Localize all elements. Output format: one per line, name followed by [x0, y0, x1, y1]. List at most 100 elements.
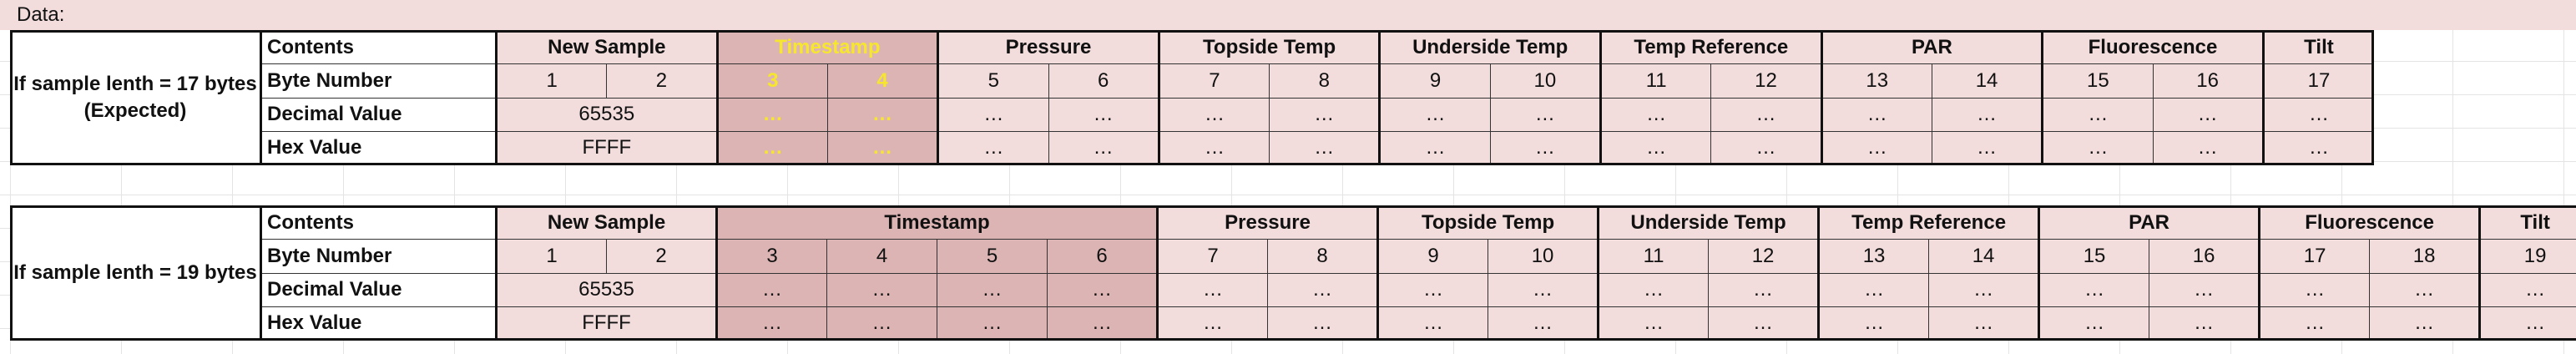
table19-case-label: If sample lenth = 19 bytes [10, 205, 262, 341]
byte-number-cell: 6 [1048, 63, 1159, 99]
field-temp-reference: Temp Reference [1817, 205, 2040, 240]
hex-value-cell: … [2041, 130, 2154, 166]
hex-value-cell: … [1708, 306, 1820, 341]
decimal-value-cell: … [937, 97, 1049, 132]
table19-row-byte-number: Byte Number 1 2 3 4 5 6 7 8 9 10 11 12 13 14 15 16 17 18 19 [11, 239, 2576, 274]
row-label-contents: Contents [260, 29, 497, 65]
decimal-value-cell: … [1488, 272, 1599, 307]
byte-number-cell: 13 [1820, 63, 1932, 99]
decimal-value-cell: 65535 [494, 272, 718, 307]
byte-number-cell: 16 [2152, 63, 2264, 99]
decimal-value-cell: … [1710, 97, 1822, 132]
table17-row-contents: If sample lenth = 17 bytes (Expected) Con… [10, 29, 2375, 165]
decimal-value-cell: … [2041, 97, 2154, 132]
byte-number-cell: 1 [494, 63, 608, 99]
sheet-header-strip [0, 0, 2576, 30]
table17-row-hex-value: Hex Value FFFF……………………………………… [11, 130, 2375, 166]
byte-number-cell: 18 [2369, 239, 2481, 274]
hex-value-cell: … [1820, 130, 1932, 166]
hex-value-cell: … [1489, 130, 1602, 166]
hex-value-cell: … [715, 306, 828, 341]
decimal-value-cell: … [1157, 97, 1270, 132]
hex-value-cell: … [1710, 130, 1822, 166]
hex-value-cell: … [1157, 130, 1270, 166]
decimal-value-cell: … [1820, 97, 1932, 132]
byte-number-cell: 7 [1157, 63, 1270, 99]
byte-number-cell: 11 [1599, 63, 1712, 99]
field-pressure: Pressure [937, 29, 1159, 65]
byte-number-cell: 4 [826, 239, 938, 274]
byte-number-cell: 5 [937, 239, 1048, 274]
decimal-value-cell: … [1708, 272, 1820, 307]
byte-number-cell: 15 [2041, 63, 2154, 99]
byte-number-cell: 5 [937, 63, 1049, 99]
decimal-value-cell: … [1928, 272, 2040, 307]
hex-value-cell: … [1267, 306, 1379, 341]
decimal-value-cell: … [715, 97, 828, 132]
decimal-value-cell: … [1156, 272, 1269, 307]
byte-number-cell: 16 [2149, 239, 2260, 274]
table19-row-contents: If sample lenth = 19 bytes Contents New Sa… [10, 205, 2576, 341]
byte-number-cell: 10 [1489, 63, 1602, 99]
hex-value-cell: … [1047, 306, 1159, 341]
field-pressure: Pressure [1156, 205, 1379, 240]
hex-value-cell: … [1378, 130, 1491, 166]
decimal-value-cell: … [1599, 97, 1712, 132]
hex-value-cell: … [937, 130, 1049, 166]
field-timestamp: Timestamp [715, 29, 939, 65]
hex-value-cell: … [1156, 306, 1269, 341]
decimal-value-cell: … [2258, 272, 2371, 307]
hex-value-cell: … [2038, 306, 2150, 341]
decimal-value-cell: … [1267, 272, 1379, 307]
decimal-value-cell: … [937, 272, 1048, 307]
field-tilt: Tilt [2261, 29, 2375, 65]
row-label-decimal-value: Decimal Value [260, 272, 497, 307]
hex-value-cell: FFFF [495, 130, 718, 166]
field-par: PAR [1820, 29, 2043, 65]
field-topside-temp: Topside Temp [1376, 205, 1599, 240]
hex-value-cell: … [1817, 306, 1930, 341]
decimal-value-cell: … [715, 272, 828, 307]
decimal-value-cell: … [2261, 97, 2375, 132]
byte-number-cell: 14 [1931, 63, 2043, 99]
field-underside-temp: Underside Temp [1597, 205, 1820, 240]
table-17-bytes: If sample lenth = 17 bytes (Expected) Con… [10, 29, 2375, 166]
decimal-value-cell: … [1047, 272, 1159, 307]
byte-number-cell: 9 [1378, 63, 1491, 99]
hex-value-cell: … [1269, 130, 1381, 166]
decimal-value-cell: … [2152, 97, 2264, 132]
row-label-hex-value: Hex Value [260, 130, 497, 166]
hex-value-cell: FFFF [494, 306, 718, 341]
field-timestamp: Timestamp [715, 205, 1159, 240]
hex-value-cell: … [826, 306, 938, 341]
byte-number-cell: 3 [715, 63, 828, 99]
decimal-value-cell: … [2369, 272, 2481, 307]
row-label-contents: Contents [260, 205, 497, 240]
byte-number-cell: 10 [1488, 239, 1599, 274]
byte-number-cell: 17 [2258, 239, 2371, 274]
decimal-value-cell: … [1378, 97, 1491, 132]
decimal-value-cell: … [1597, 272, 1710, 307]
field-underside-temp: Underside Temp [1378, 29, 1601, 65]
byte-number-cell: 7 [1156, 239, 1269, 274]
row-label-hex-value: Hex Value [260, 306, 497, 341]
decimal-value-cell: … [2478, 272, 2576, 307]
field-par: PAR [2038, 205, 2260, 240]
byte-number-cell: 8 [1267, 239, 1379, 274]
decimal-value-cell: … [826, 272, 938, 307]
byte-number-cell: 19 [2478, 239, 2576, 274]
decimal-value-cell: … [826, 97, 939, 132]
byte-number-cell: 2 [606, 63, 718, 99]
data-label: Data: [17, 3, 65, 26]
field-fluorescence: Fluorescence [2041, 29, 2264, 65]
byte-number-cell: 12 [1710, 63, 1822, 99]
byte-number-cell: 13 [1817, 239, 1930, 274]
hex-value-cell: … [826, 130, 939, 166]
hex-value-cell: … [2261, 130, 2375, 166]
hex-value-cell: … [715, 130, 828, 166]
row-label-byte-number: Byte Number [260, 63, 497, 99]
hex-value-cell: … [2149, 306, 2260, 341]
hex-value-cell: … [2152, 130, 2264, 166]
row-label-byte-number: Byte Number [260, 239, 497, 274]
hex-value-cell: … [1376, 306, 1489, 341]
